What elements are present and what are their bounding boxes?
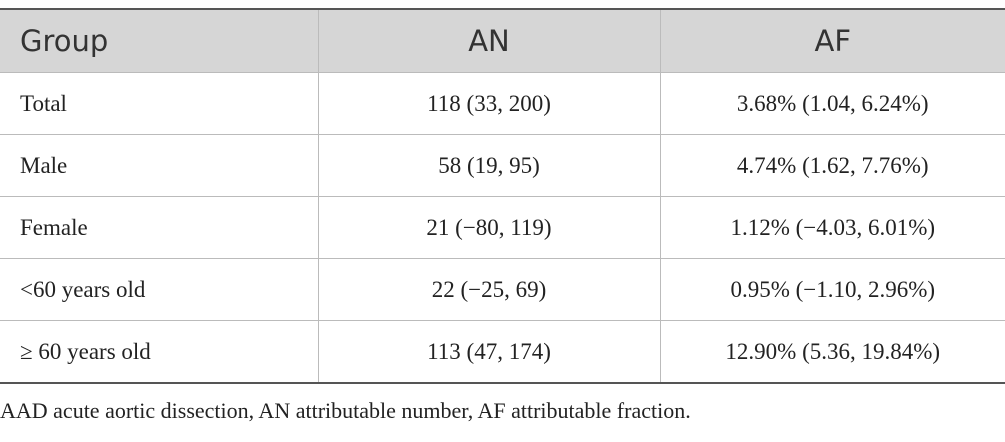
table-cell: 58 (19, 95) [317, 134, 660, 197]
table-row: <60 years old 22 (−25, 69) 0.95% (−1.10, 2… [0, 258, 1005, 321]
table-cell: 118 (33, 200) [317, 72, 660, 135]
table-cell: ≥ 60 years old [0, 320, 318, 384]
table-cell: 22 (−25, 69) [317, 258, 660, 321]
table-cell: 12.90% (5.36, 19.84%) [659, 320, 1005, 384]
table-cell: 0.95% (−1.10, 2.96%) [659, 258, 1005, 321]
table-cell: 3.68% (1.04, 6.24%) [659, 72, 1005, 135]
table-cell: 1.12% (−4.03, 6.01%) [659, 196, 1005, 259]
header-row: Group AN AF [0, 8, 1005, 73]
footnote: AAD acute aortic dissection, AN attribut… [0, 398, 691, 423]
table-cell: Male [0, 134, 318, 197]
header-cell: AF [659, 8, 1005, 73]
table-row: Male 58 (19, 95) 4.74% (1.62, 7.76%) [0, 134, 1005, 197]
table-row: Female 21 (−80, 119) 1.12% (−4.03, 6.01%) [0, 196, 1005, 259]
table-cell: 4.74% (1.62, 7.76%) [659, 134, 1005, 197]
table-cell: 113 (47, 174) [317, 320, 660, 384]
table-cell: Female [0, 196, 318, 259]
header-cell: Group [0, 8, 318, 73]
table-cell: Total [0, 72, 318, 135]
data-table: Group AN AF Total 118 (33, 200) 3.68% (1.04,… [0, 8, 1005, 384]
table-cell: 21 (−80, 119) [317, 196, 660, 259]
table-row: Total 118 (33, 200) 3.68% (1.04, 6.24%) [0, 72, 1005, 135]
table-body: Total 118 (33, 200) 3.68% (1.04, 6.24%) Mal… [0, 72, 1005, 384]
table-row: ≥ 60 years old 113 (47, 174) 12.90% (5.36,… [0, 320, 1005, 384]
table-cell: <60 years old [0, 258, 318, 321]
header-cell: AN [317, 8, 660, 73]
